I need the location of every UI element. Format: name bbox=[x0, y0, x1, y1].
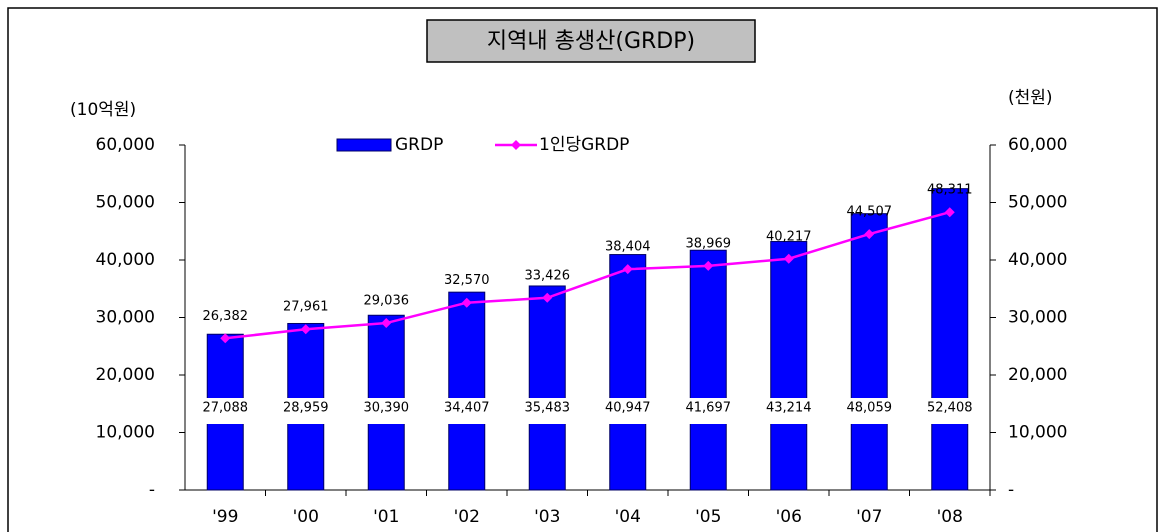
bar-label-bg bbox=[286, 398, 325, 424]
bar-label-bg bbox=[447, 398, 486, 424]
line-marker bbox=[300, 324, 311, 335]
bar-label-bg bbox=[769, 398, 808, 424]
line-marker bbox=[864, 229, 875, 240]
line bbox=[225, 211, 951, 340]
legend-marker bbox=[511, 140, 521, 150]
bar-value-label: 48,059 bbox=[847, 401, 893, 416]
chart-title: 지역내 총생산(GRDP) bbox=[487, 29, 695, 54]
line-value-label: 29,036 bbox=[364, 294, 410, 309]
bar bbox=[609, 254, 647, 491]
legend-swatch bbox=[336, 138, 392, 152]
bar-label-bg bbox=[206, 398, 245, 424]
bar-label-bg bbox=[528, 398, 567, 424]
bar-value-label: 52,408 bbox=[927, 401, 973, 416]
line-value-label: 26,382 bbox=[203, 309, 249, 324]
bar-label-bg bbox=[367, 398, 406, 424]
bar-label-bg bbox=[850, 398, 889, 424]
x-tick-label: '06 bbox=[776, 507, 802, 527]
legend-label: GRDP bbox=[395, 135, 443, 155]
x-tick-label: '99 bbox=[212, 507, 238, 527]
bar-value-label: 43,214 bbox=[766, 401, 812, 416]
line-value-label: 33,426 bbox=[525, 268, 571, 283]
y2-tick-label: 50,000 bbox=[1008, 193, 1067, 213]
line-marker bbox=[622, 264, 633, 275]
x-tick-label: '08 bbox=[937, 507, 963, 527]
line-value-label: 40,217 bbox=[766, 229, 812, 244]
bar-label-bg bbox=[689, 398, 728, 424]
bar bbox=[931, 188, 969, 491]
y2-tick-label: - bbox=[1008, 480, 1014, 500]
line-marker bbox=[703, 260, 714, 271]
bar-label-bg bbox=[608, 398, 647, 424]
line-marker bbox=[944, 207, 955, 218]
bar-label-bg bbox=[930, 398, 969, 424]
title-box bbox=[426, 19, 756, 63]
y2-tick-label: 30,000 bbox=[1008, 308, 1067, 328]
frame bbox=[7, 7, 1158, 532]
legend-label: 1인당GRDP bbox=[539, 135, 629, 155]
x-tick-label: '07 bbox=[856, 507, 882, 527]
line-value-label: 32,570 bbox=[444, 273, 490, 288]
y2-tick-label: 10,000 bbox=[1008, 423, 1067, 443]
line-marker bbox=[220, 333, 231, 344]
line-value-label: 48,311 bbox=[927, 183, 973, 198]
line-marker bbox=[461, 297, 472, 308]
line-marker bbox=[783, 253, 794, 264]
bar bbox=[850, 213, 888, 491]
line-value-label: 38,969 bbox=[686, 236, 732, 251]
y-tick-label: 30,000 bbox=[96, 308, 155, 328]
bar-value-label: 30,390 bbox=[364, 401, 410, 416]
y-tick-label: 10,000 bbox=[96, 423, 155, 443]
bar-value-label: 40,947 bbox=[605, 401, 651, 416]
bar bbox=[770, 241, 808, 491]
bar bbox=[448, 291, 486, 491]
y-tick-label: 40,000 bbox=[96, 250, 155, 270]
bar-value-label: 35,483 bbox=[525, 401, 571, 416]
line-value-label: 44,507 bbox=[847, 205, 893, 220]
x-tick-label: '03 bbox=[534, 507, 560, 527]
bar-value-label: 34,407 bbox=[444, 401, 490, 416]
bar-value-label: 27,088 bbox=[203, 401, 249, 416]
y2-axis-label: (천원) bbox=[1008, 88, 1053, 108]
y2-tick-label: 20,000 bbox=[1008, 365, 1067, 385]
y-tick-label: - bbox=[149, 480, 155, 500]
bar bbox=[528, 285, 566, 491]
bar bbox=[689, 249, 727, 491]
bar-value-label: 28,959 bbox=[283, 401, 329, 416]
line-marker bbox=[381, 318, 392, 329]
x-tick-label: '02 bbox=[454, 507, 480, 527]
line-value-label: 27,961 bbox=[283, 300, 329, 315]
y2-tick-label: 40,000 bbox=[1008, 250, 1067, 270]
bar-value-label: 41,697 bbox=[686, 401, 732, 416]
x-tick-label: '01 bbox=[373, 507, 399, 527]
x-tick-label: '00 bbox=[293, 507, 319, 527]
y-tick-label: 20,000 bbox=[96, 365, 155, 385]
y-tick-label: 60,000 bbox=[96, 135, 155, 155]
y2-tick-label: 60,000 bbox=[1008, 135, 1067, 155]
line-marker bbox=[542, 292, 553, 303]
x-tick-label: '05 bbox=[695, 507, 721, 527]
x-tick-label: '04 bbox=[615, 507, 641, 527]
y-tick-label: 50,000 bbox=[96, 193, 155, 213]
y-axis-label: (10억원) bbox=[70, 100, 136, 120]
line-value-label: 38,404 bbox=[605, 240, 651, 255]
